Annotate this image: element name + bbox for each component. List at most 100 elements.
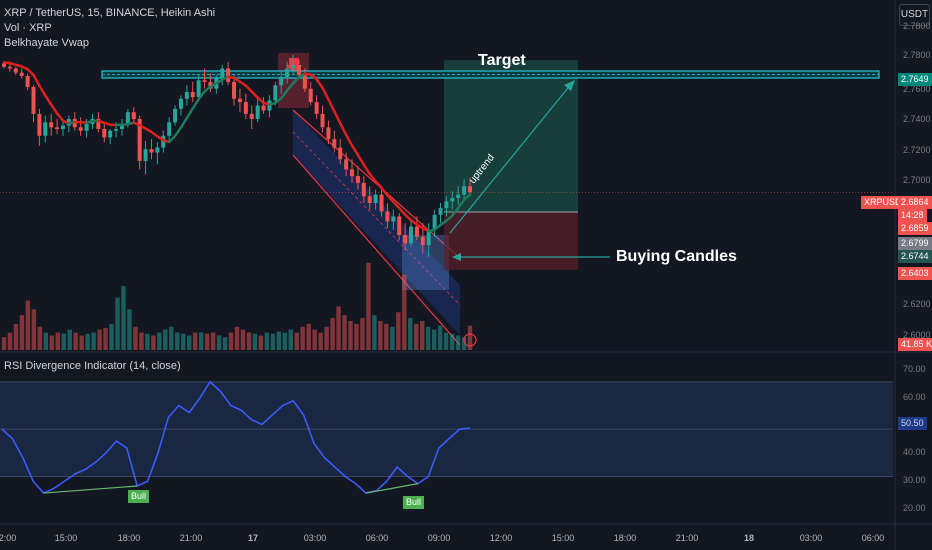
bull-divergence-label: Bull bbox=[128, 490, 150, 503]
descending-channel bbox=[293, 110, 460, 335]
volume-bar bbox=[384, 323, 389, 350]
vwap-line-segment bbox=[244, 84, 253, 93]
time-tick: 18:00 bbox=[117, 533, 141, 543]
price-tick: 2.6000 bbox=[903, 330, 931, 340]
price-tick: 2.7000 bbox=[903, 175, 931, 185]
bull-divergence-line bbox=[365, 483, 419, 494]
volume-bar bbox=[73, 332, 78, 350]
rsi-tick: 60.00 bbox=[903, 392, 926, 402]
volume-bar bbox=[139, 332, 144, 350]
candle-body bbox=[173, 108, 178, 123]
volume-bar bbox=[210, 332, 216, 350]
lightning-icon bbox=[463, 333, 477, 347]
volume-bar bbox=[294, 332, 299, 350]
candle-body bbox=[391, 216, 396, 222]
candle-body bbox=[2, 63, 6, 67]
candle-body bbox=[55, 127, 60, 130]
volume-bar bbox=[366, 262, 371, 350]
volume-bar bbox=[109, 323, 114, 350]
time-tick: 21:00 bbox=[179, 533, 203, 543]
vwap-line-segment bbox=[279, 89, 289, 100]
rsi-tick: 70.00 bbox=[903, 364, 926, 374]
vwap-line-segment bbox=[397, 206, 407, 216]
vwap-line-segment bbox=[167, 134, 177, 144]
candle-body bbox=[60, 125, 65, 130]
volume-bar bbox=[1, 337, 7, 350]
price-tick: 2.7600 bbox=[903, 84, 931, 94]
vwap-line-segment bbox=[462, 193, 472, 202]
candle-body bbox=[25, 76, 30, 87]
time-tick: 06:00 bbox=[365, 533, 389, 543]
volume-bar bbox=[258, 335, 264, 350]
currency-button[interactable]: USDT bbox=[899, 4, 930, 26]
volume-bar bbox=[360, 318, 365, 350]
volume-bar bbox=[306, 323, 311, 350]
candle-body bbox=[119, 123, 124, 130]
volume-bar bbox=[133, 326, 138, 350]
time-tick: 21:00 bbox=[675, 533, 699, 543]
volume-bar bbox=[216, 335, 222, 350]
vwap-line-segment bbox=[356, 153, 366, 166]
rsi-indicator-title: RSI Divergence Indicator (14, close) bbox=[4, 360, 181, 372]
vwap-line-segment bbox=[456, 198, 466, 210]
volume-bar bbox=[115, 297, 120, 350]
volume-bar bbox=[390, 326, 395, 350]
candle-body bbox=[237, 98, 242, 103]
time-tick: 17 bbox=[247, 533, 259, 543]
vwap-line-segment bbox=[274, 97, 283, 105]
time-tick: 18 bbox=[743, 533, 755, 543]
candle-body bbox=[43, 122, 48, 136]
vwap-line-segment bbox=[191, 98, 200, 110]
time-tick: 06:00 bbox=[861, 533, 885, 543]
time-tick: 15:00 bbox=[551, 533, 575, 543]
vwap-line-segment bbox=[185, 107, 195, 120]
channel-lower-line bbox=[292, 154, 461, 346]
vwap-line-segment bbox=[380, 186, 389, 197]
vwap-line-segment bbox=[291, 75, 301, 85]
volume-bar bbox=[246, 332, 252, 350]
stop-loss-zone bbox=[444, 212, 578, 270]
price-tick: 2.7800 bbox=[903, 21, 931, 31]
volume-bar bbox=[37, 326, 43, 350]
vwap-line-segment bbox=[368, 172, 377, 183]
candle-body bbox=[432, 214, 437, 230]
candle-body bbox=[131, 112, 136, 119]
uptrend-arrow-line bbox=[449, 82, 573, 234]
candle-body bbox=[31, 86, 36, 114]
volume-bar bbox=[461, 337, 467, 350]
candle-body bbox=[196, 80, 201, 98]
vwap-line-segment bbox=[374, 180, 383, 190]
candle-body bbox=[273, 85, 278, 101]
volume-bar bbox=[378, 320, 383, 350]
vwap-line-segment bbox=[386, 194, 395, 204]
volume-bar bbox=[169, 326, 174, 350]
volume-bar bbox=[19, 315, 25, 350]
volume-bar bbox=[252, 333, 258, 350]
candle-body bbox=[285, 68, 290, 77]
rsi-value-badge: 50.50 bbox=[898, 417, 927, 430]
vwap-line-segment bbox=[344, 133, 354, 147]
volume-bar bbox=[354, 323, 359, 350]
candle-body bbox=[249, 113, 254, 119]
candle-body bbox=[296, 65, 301, 76]
candle-body bbox=[302, 75, 307, 89]
volume-bar bbox=[198, 332, 204, 350]
vwap-line-segment bbox=[451, 206, 460, 217]
candle-body bbox=[7, 66, 12, 69]
candle-body bbox=[379, 194, 384, 212]
candle-body bbox=[161, 135, 166, 148]
candle-body bbox=[438, 208, 443, 215]
vwap-line-segment bbox=[26, 67, 35, 77]
candle-body bbox=[350, 169, 355, 177]
vwap-line-segment bbox=[203, 85, 212, 93]
candle-body bbox=[420, 236, 425, 246]
candle-body bbox=[385, 211, 390, 222]
symbol-price-label: XRPUSDT bbox=[861, 196, 911, 209]
candle-body bbox=[338, 147, 343, 160]
candle-body bbox=[468, 186, 472, 193]
candle-body bbox=[108, 130, 113, 138]
vwap-line-segment bbox=[256, 96, 265, 105]
volume-bar bbox=[348, 320, 353, 350]
volume-bar bbox=[234, 326, 240, 350]
